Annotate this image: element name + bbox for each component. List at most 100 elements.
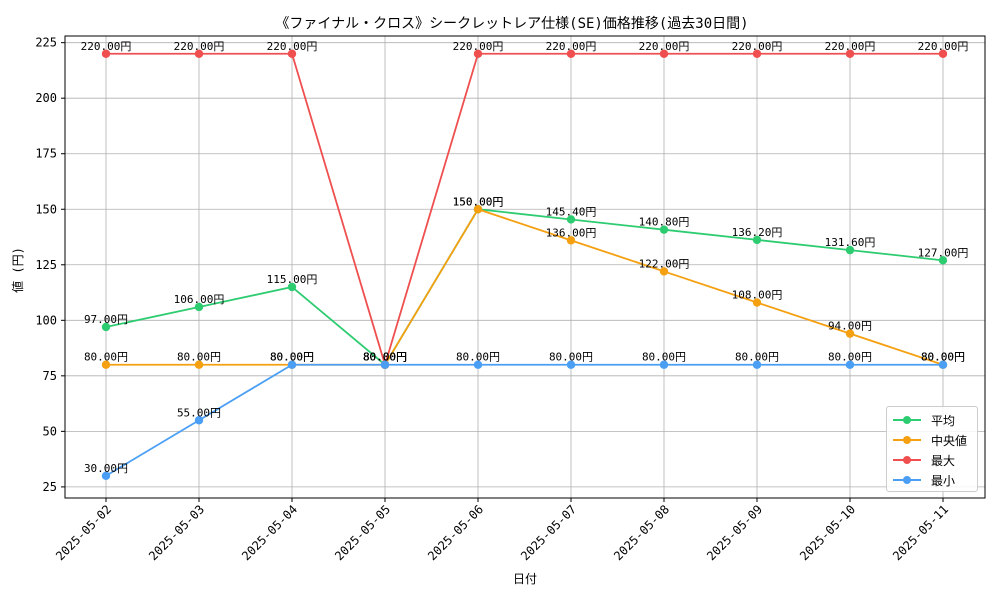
series-3 <box>101 360 948 480</box>
x-tick-label: 2025-05-10 <box>797 502 858 563</box>
y-tick-label: 150 <box>35 202 57 216</box>
grid <box>65 36 985 498</box>
series-line <box>106 208 944 366</box>
series-line <box>106 52 943 368</box>
data-label: 115.00円 <box>267 273 318 286</box>
series-1 <box>101 205 948 369</box>
data-label: 94.00円 <box>828 320 872 333</box>
data-point <box>938 49 948 58</box>
y-tick-label: 125 <box>35 258 57 272</box>
data-label: 30.00円 <box>84 462 128 475</box>
data-label: 80.00円 <box>642 351 686 364</box>
data-label: 80.00円 <box>921 351 965 364</box>
legend-swatch <box>893 414 921 426</box>
data-label: 80.00円 <box>363 351 407 364</box>
data-point <box>659 49 669 58</box>
data-point <box>473 49 483 58</box>
data-label: 122.00円 <box>639 257 690 270</box>
data-label: 220.00円 <box>174 40 225 53</box>
y-tick-label: 175 <box>35 147 57 161</box>
data-point <box>194 49 204 58</box>
legend-swatch <box>893 454 921 466</box>
data-point <box>194 416 204 425</box>
x-tick-label: 2025-05-09 <box>704 502 765 563</box>
y-tick-label: 200 <box>35 91 57 105</box>
series-0 <box>101 205 948 369</box>
data-point <box>752 298 762 307</box>
data-label: 127.00円 <box>918 246 969 259</box>
x-tick-label: 2025-05-11 <box>890 502 951 563</box>
x-tick-label: 2025-05-02 <box>53 502 114 563</box>
series-2 <box>101 49 948 369</box>
series-layer <box>101 49 948 480</box>
data-label: 80.00円 <box>363 351 407 364</box>
y-tick-label: 225 <box>35 36 57 50</box>
data-label: 80.00円 <box>828 351 872 364</box>
legend-item-median: 中央値 <box>893 431 967 449</box>
data-label: 220.00円 <box>267 40 318 53</box>
data-label: 131.60円 <box>825 236 876 249</box>
series-line <box>105 208 944 367</box>
data-label: 220.00円 <box>546 40 597 53</box>
data-point <box>101 360 111 369</box>
data-point <box>101 471 111 480</box>
data-point <box>101 322 111 332</box>
data-point <box>752 360 762 369</box>
data-point <box>845 49 855 58</box>
data-label: 145.40円 <box>546 205 597 218</box>
x-tick-label: 2025-05-08 <box>611 502 672 563</box>
data-point <box>752 49 762 58</box>
legend-item-min: 最小 <box>893 471 955 489</box>
data-point <box>101 49 111 58</box>
data-label: 80.00円 <box>735 351 779 364</box>
data-label: 80.00円 <box>921 351 965 364</box>
data-label: 80.00円 <box>363 351 407 364</box>
data-point <box>473 360 483 369</box>
data-label: 220.00円 <box>918 40 969 53</box>
data-point <box>194 360 204 369</box>
data-point <box>566 236 576 245</box>
data-label: 140.80円 <box>639 216 690 229</box>
x-tick-label: 2025-05-06 <box>425 502 486 563</box>
legend-label: 最大 <box>931 453 956 468</box>
data-label: 80.00円 <box>84 351 128 364</box>
data-point <box>659 360 669 369</box>
data-label: 80.00円 <box>456 351 500 364</box>
data-point <box>287 282 297 292</box>
data-label: 136.00円 <box>546 226 597 239</box>
data-point <box>287 49 297 58</box>
data-point <box>473 205 483 214</box>
data-label: 220.00円 <box>453 40 504 53</box>
data-label: 97.00円 <box>84 313 128 326</box>
legend-label: 中央値 <box>931 433 968 448</box>
data-point <box>659 267 669 276</box>
data-point <box>659 225 669 234</box>
legend: 平均 中央値 最大 最小 <box>886 406 978 492</box>
data-point <box>938 256 948 265</box>
data-point <box>845 329 855 338</box>
data-point <box>194 302 204 312</box>
data-label: 150.00円 <box>453 195 504 208</box>
data-label: 55.00円 <box>177 406 221 419</box>
data-label: 136.20円 <box>732 226 783 239</box>
legend-swatch <box>893 434 921 446</box>
data-label: 80.00円 <box>549 351 593 364</box>
y-axis-label: 値 (円) <box>10 247 25 293</box>
data-label-layer: 97.00円 106.00円 115.00円 80.00円 150.00円 145.40円… <box>81 40 969 475</box>
data-label: 80.00円 <box>270 351 314 364</box>
data-label: 80.00円 <box>363 351 407 364</box>
data-point <box>380 360 390 369</box>
legend-item-average: 平均 <box>893 411 955 429</box>
data-label: 80.00円 <box>270 351 314 364</box>
y-tick-label: 25 <box>43 480 57 494</box>
data-label: 108.00円 <box>732 289 783 302</box>
legend-swatch <box>893 474 921 486</box>
x-tick-label: 2025-05-03 <box>146 502 207 563</box>
y-tick-label: 75 <box>43 369 57 383</box>
data-label: 150.00円 <box>453 195 504 208</box>
x-tick-label: 2025-05-05 <box>332 502 393 563</box>
data-point <box>938 360 948 369</box>
data-label: 220.00円 <box>825 40 876 53</box>
data-label: 220.00円 <box>81 40 132 53</box>
